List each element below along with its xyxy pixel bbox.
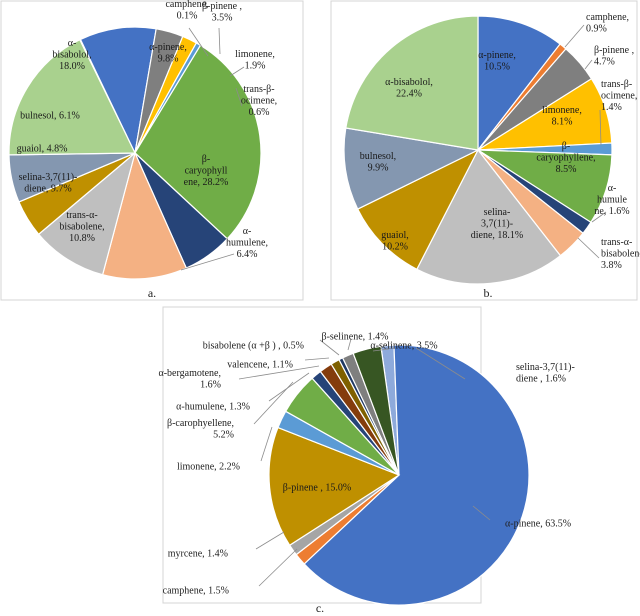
slice-label-c-7: α-humulene, 1.3% xyxy=(176,402,250,413)
panel-label-c: c. xyxy=(316,601,324,615)
slice-label-b-1: camphene, 0.9% xyxy=(586,12,629,35)
slice-label-b-0: α-pinene, 10.5% xyxy=(478,50,516,73)
slice-label-a-1: α-pinene, 9.8% xyxy=(149,42,187,65)
pie-chart-b: α-pinene, 10.5% camphene, 0.9% β-pinene , 4.7… xyxy=(343,12,640,285)
slice-label-b-7: trans-α-bisabolene,3.8% xyxy=(601,237,640,271)
slice-label-a-9: guaiol, 4.8% xyxy=(17,144,68,155)
slice-label-c-12: α-selinene, 3.5% xyxy=(370,341,437,352)
slice-label-a-4: trans-β-ocimene, 0.6% xyxy=(241,84,277,118)
leader-line-a-6 xyxy=(180,253,235,271)
panel-a-frame xyxy=(0,0,304,301)
pie-slice-a-8 xyxy=(37,151,137,276)
slice-label-c-8: α-bergamotene, 1.6% xyxy=(158,368,221,391)
slice-label-a-8: selina-3,7(11)-diene, 9.7% xyxy=(19,172,78,195)
leader-line-c-10 xyxy=(319,339,340,356)
slice-label-c-0: selina-3,7(11)-diene , 1.6% xyxy=(516,362,575,385)
slice-label-c-4: β-pinene , 15.0% xyxy=(283,483,351,494)
slice-label-b-11: α-bisabolol, 22.4% xyxy=(385,77,433,100)
panel-b-frame xyxy=(330,0,638,301)
leader-line-c-3 xyxy=(255,531,285,550)
leader-line-a-2 xyxy=(218,27,221,55)
slice-label-c-9: valencene, 1.1% xyxy=(227,360,293,371)
leader-line-a-0 xyxy=(188,27,209,57)
slice-label-b-6: α-humule ne, 1.6% xyxy=(594,183,629,217)
pie-slice-b-8 xyxy=(416,148,562,285)
slice-label-a-2: β-pinene , 3.5% xyxy=(202,1,242,24)
pie-slice-a-11 xyxy=(8,38,136,156)
slice-label-b-9: guaiol, 10.2% xyxy=(381,230,409,253)
slice-label-a-0: camphene, 0.1% xyxy=(165,0,208,21)
slice-label-a-11: α-bisabolol, 18.0% xyxy=(52,38,91,72)
leader-line-a-4 xyxy=(235,87,243,107)
slice-label-a-5: β-caryophyll ene, 28.2% xyxy=(184,154,229,188)
leader-line-c-8 xyxy=(238,365,320,380)
leader-line-c-1 xyxy=(472,505,491,521)
pie-slice-c-4 xyxy=(268,426,401,547)
slice-label-c-1: α-pinene, 63.5% xyxy=(505,519,571,530)
slice-label-b-3: limonene, 8.1% xyxy=(542,105,582,128)
slice-label-c-3: myrcene, 1.4% xyxy=(168,549,228,560)
slice-label-b-4: trans-β-ocimene, 1.4% xyxy=(601,79,637,113)
pie-chart-c: selina-3,7(11)-diene , 1.6% α-pinene, 63.… xyxy=(158,332,575,606)
pie-slice-c-1 xyxy=(303,344,530,606)
pie-slice-c-12 xyxy=(352,345,400,476)
slice-label-c-10: bisabolene (α +β ) , 0.5% xyxy=(203,341,304,352)
leader-line-b-2 xyxy=(584,59,593,70)
slice-label-c-2: camphene, 1.5% xyxy=(163,586,229,597)
slice-label-b-10: bulnesol, 9.9% xyxy=(360,151,396,174)
pie-slice-a-1 xyxy=(79,26,157,155)
slice-label-c-11: β-selinene, 1.4% xyxy=(321,332,388,343)
slice-label-a-6: α-humulene, 6.4% xyxy=(226,226,268,260)
pie-slice-b-11 xyxy=(345,15,479,151)
pie-slice-b-10 xyxy=(343,127,480,210)
slice-label-b-8: selina-3,7(11)-diene, 18.1% xyxy=(471,207,524,241)
pie-chart-a: camphene, 0.1% α-pinene, 9.8% β-pinene , 3.5%… xyxy=(8,0,277,280)
pie-slice-b-9 xyxy=(356,148,480,271)
pie-slice-a-5 xyxy=(134,44,262,240)
slice-label-c-6: β-carophyellene, 5.2% xyxy=(167,418,234,441)
pie-slice-b-0 xyxy=(477,15,561,152)
leader-line-c-7 xyxy=(268,372,310,402)
leader-line-c-2 xyxy=(258,548,298,587)
slice-label-a-7: trans-α-bisabolene, 10.8% xyxy=(59,210,104,244)
slice-label-b-2: β-pinene , 4.7% xyxy=(594,45,634,68)
leader-line-b-7 xyxy=(577,237,600,259)
slice-label-c-5: limonene, 2.2% xyxy=(177,462,240,473)
leader-line-a-3 xyxy=(229,66,245,77)
leader-line-c-11 xyxy=(347,338,352,351)
panel-label-b: b. xyxy=(484,286,493,300)
slice-label-b-5: β-caryophyllene, 8.5% xyxy=(536,141,595,175)
slice-label-a-10: bulnesol, 6.1% xyxy=(20,111,80,122)
leader-line-b-1 xyxy=(564,24,585,48)
leader-line-b-6 xyxy=(591,211,607,223)
panel-label-a: a. xyxy=(148,286,156,300)
leader-line-c-0 xyxy=(415,347,466,380)
leader-line-b-4 xyxy=(599,109,602,146)
leader-line-c-5 xyxy=(260,426,273,462)
leader-line-c-12 xyxy=(372,348,390,352)
slice-label-a-3: limonene, 1.9% xyxy=(235,49,275,72)
leader-line-c-9 xyxy=(304,357,330,361)
